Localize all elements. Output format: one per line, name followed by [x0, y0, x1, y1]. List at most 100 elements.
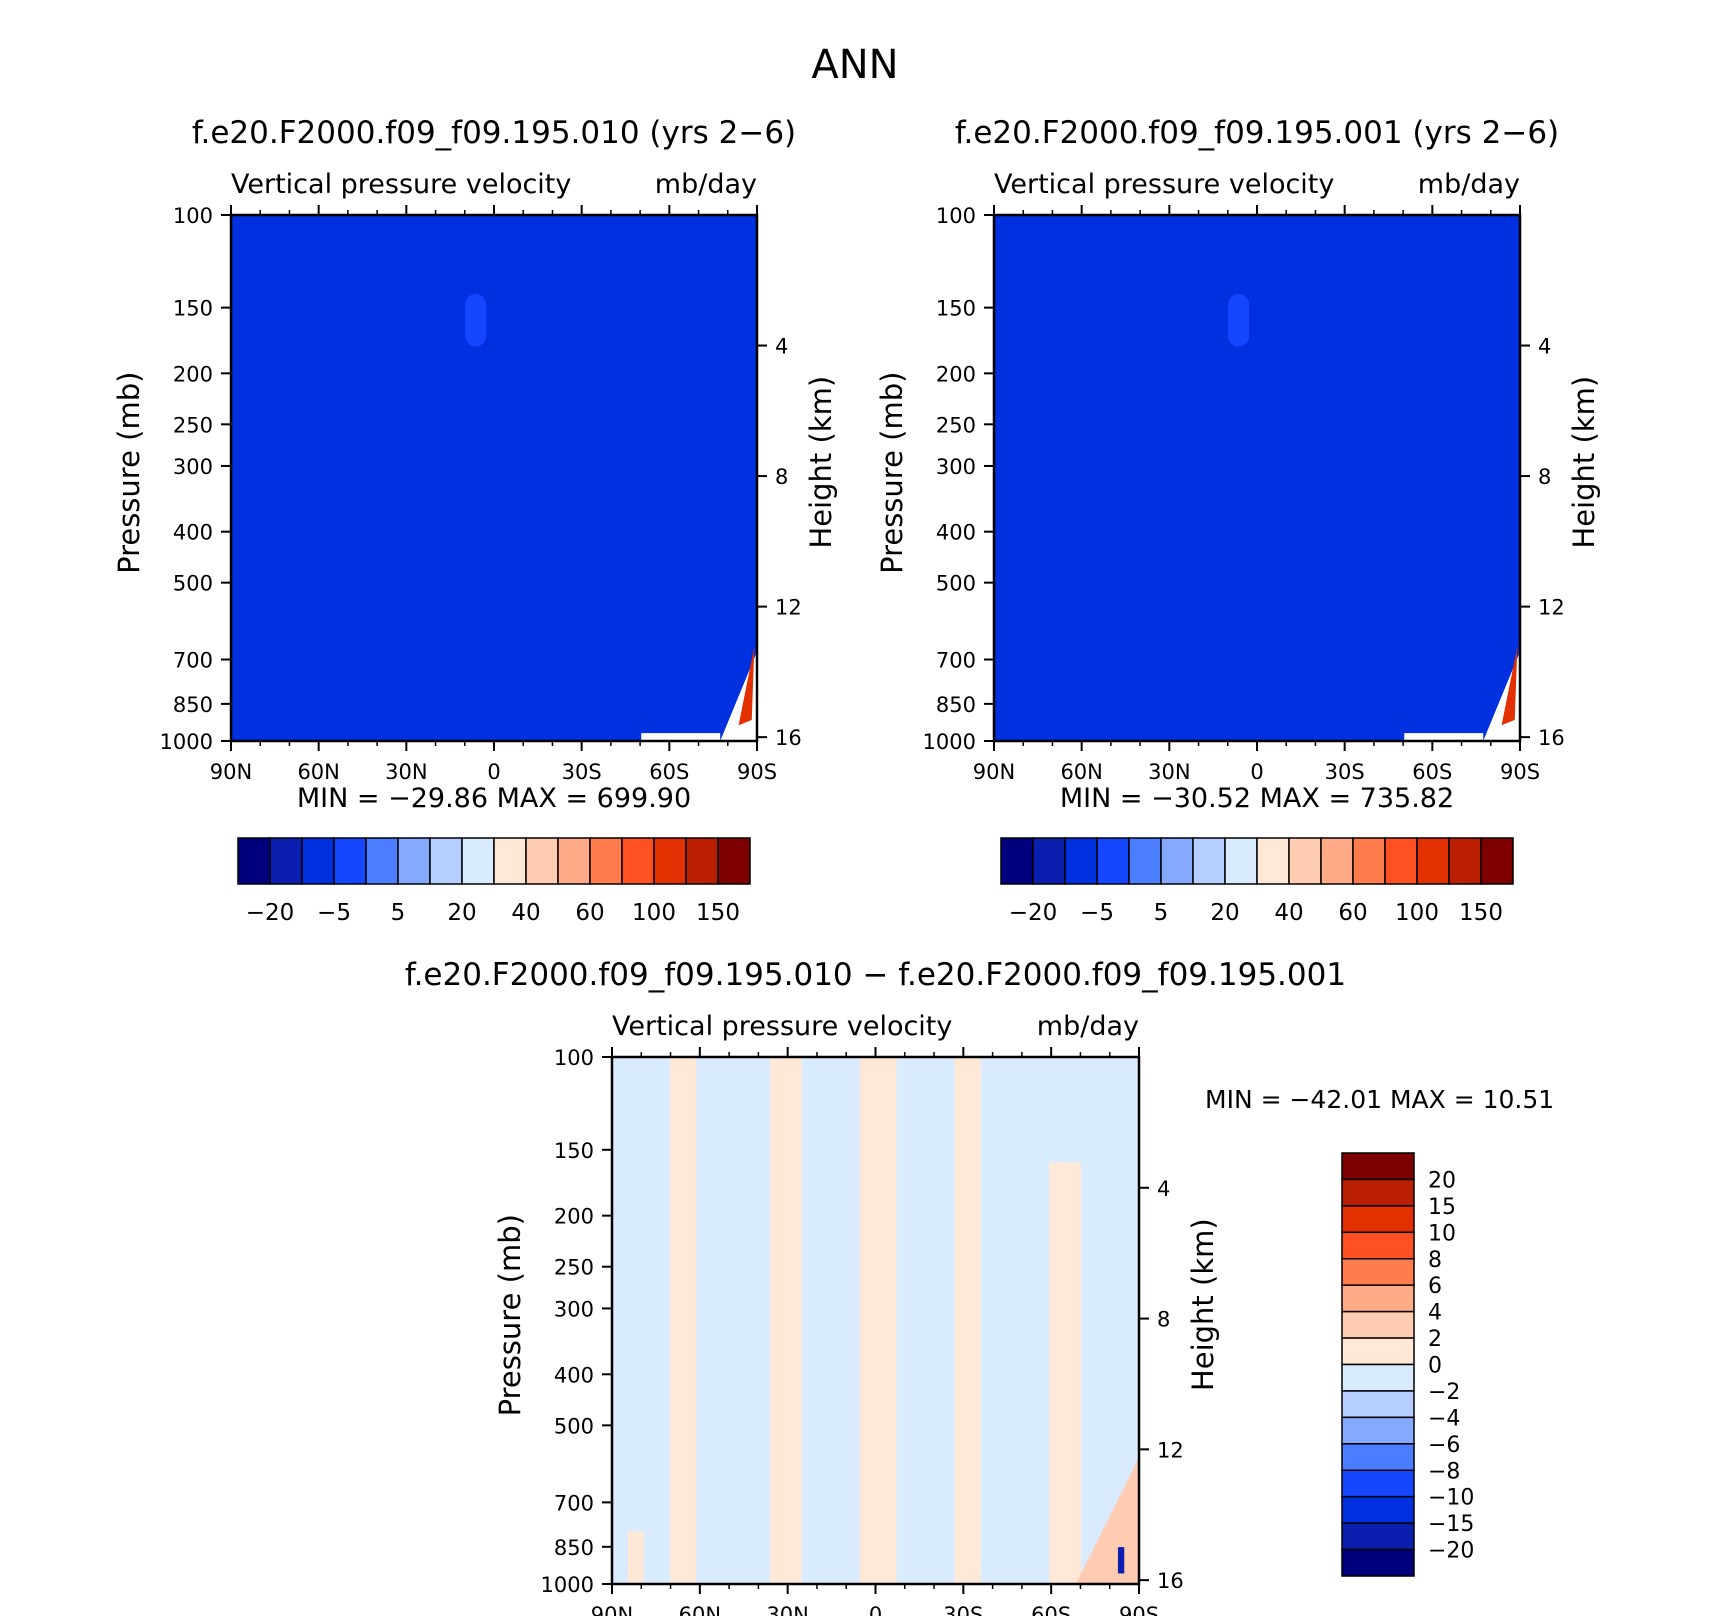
- colorbar-box: [1341, 1258, 1415, 1286]
- x-tick-label: 30N: [1148, 760, 1190, 784]
- y-tick-label: 200: [936, 362, 976, 386]
- contour-region: [669, 1057, 697, 1584]
- colorbar-box: [1341, 1284, 1415, 1313]
- y-tick-label: 250: [173, 413, 213, 437]
- y2-axis-label: Height (km): [804, 376, 838, 549]
- y-tick-label: 500: [936, 572, 976, 596]
- colorbar-box: [301, 837, 335, 885]
- colorbar-box: [1256, 837, 1290, 885]
- y-axis-label: Pressure (mb): [493, 1214, 527, 1416]
- colorbar-label: −5: [317, 900, 351, 926]
- y2-tick-label: 4: [1538, 335, 1551, 359]
- colorbar-box: [717, 837, 751, 885]
- colorbar-box: [1000, 837, 1034, 885]
- colorbar-box: [1341, 1178, 1415, 1207]
- colorbar-label: −2: [1428, 1380, 1460, 1405]
- x-tick-label: 0: [869, 1603, 882, 1616]
- y2-tick-label: 16: [775, 726, 802, 750]
- colorbar-label: −8: [1428, 1459, 1460, 1484]
- y-tick-label: 700: [173, 649, 213, 673]
- colorbar-box: [1064, 837, 1098, 885]
- y-tick-label: 300: [554, 1297, 594, 1321]
- colorbar-label: 100: [632, 900, 676, 926]
- x-tick-label: 0: [487, 760, 500, 784]
- colorbar-box: [1480, 837, 1514, 885]
- contour-base: [231, 215, 757, 741]
- colorbar-box: [1320, 837, 1354, 885]
- contour-base: [994, 215, 1520, 741]
- colorbar-box: [1341, 1363, 1415, 1392]
- colorbar-label: −15: [1428, 1512, 1474, 1537]
- y2-tick-label: 8: [775, 465, 788, 489]
- x-tick-label: 60S: [1031, 1603, 1071, 1616]
- colorbar-box: [493, 837, 527, 885]
- colorbar-label: 15: [1428, 1195, 1456, 1220]
- colorbar-box: [269, 837, 303, 885]
- y-tick-label: 1000: [923, 730, 976, 754]
- colorbar-box: [1032, 837, 1066, 885]
- y2-tick-label: 4: [1157, 1177, 1170, 1201]
- y-tick-label: 150: [554, 1139, 594, 1163]
- colorbar-box: [1341, 1416, 1415, 1445]
- panel-subtitle-variable: Vertical pressure velocity: [612, 1011, 952, 1042]
- min-max-stats: MIN = −42.01 MAX = 10.51: [1205, 1085, 1554, 1114]
- y2-tick-label: 12: [1538, 596, 1565, 620]
- colorbar-label: 0: [1428, 1354, 1442, 1379]
- colorbar-box: [1341, 1152, 1415, 1181]
- colorbar-box: [1341, 1495, 1415, 1524]
- colorbar-label: −6: [1428, 1433, 1460, 1458]
- x-tick-label: 60N: [679, 1603, 721, 1616]
- colorbar-box: [1384, 837, 1418, 885]
- y-tick-label: 400: [936, 521, 976, 545]
- panel-title: f.e20.F2000.f09_f09.195.010 − f.e20.F200…: [405, 957, 1346, 993]
- contour-region: [465, 293, 487, 347]
- y-tick-label: 100: [936, 204, 976, 228]
- colorbar-box: [1160, 837, 1194, 885]
- y-tick-label: 150: [173, 297, 213, 321]
- y-tick-label: 1000: [541, 1573, 594, 1597]
- colorbar-label: 2: [1428, 1327, 1442, 1352]
- missing-data-strip: [641, 733, 721, 741]
- panel-001: f.e20.F2000.f09_f09.195.001 (yrs 2−6) Ver…: [875, 115, 1601, 926]
- colorbar-box: [589, 837, 623, 885]
- colorbar-label: 60: [1338, 900, 1367, 926]
- colorbar-label: 150: [1459, 900, 1503, 926]
- colorbar-box: [685, 837, 719, 885]
- x-tick-label: 90S: [1119, 1603, 1159, 1616]
- colorbar-label: 40: [511, 900, 540, 926]
- panel-subtitle-variable: Vertical pressure velocity: [231, 169, 571, 200]
- contour-region-positive: [738, 646, 755, 726]
- colorbar-label: 20: [1210, 900, 1239, 926]
- y-tick-label: 100: [173, 204, 213, 228]
- colorbar-label: 6: [1428, 1274, 1442, 1299]
- colorbar-label: −10: [1428, 1486, 1474, 1511]
- contour-region-positive: [1501, 646, 1518, 726]
- contour-region: [954, 1057, 981, 1584]
- x-tick-label: 30N: [766, 1603, 808, 1616]
- x-tick-label: 90N: [973, 760, 1015, 784]
- y-tick-label: 300: [936, 455, 976, 479]
- x-tick-label: 0: [1250, 760, 1263, 784]
- contour-region: [770, 1057, 802, 1584]
- colorbar-box: [397, 837, 431, 885]
- x-tick-label: 30S: [1325, 760, 1365, 784]
- colorbar-box: [525, 837, 559, 885]
- contour-field: [231, 215, 757, 741]
- y-tick-label: 300: [173, 455, 213, 479]
- colorbar-label: 40: [1274, 900, 1303, 926]
- y2-axis-label: Height (km): [1186, 1218, 1220, 1391]
- y-tick-label: 250: [554, 1256, 594, 1280]
- y2-tick-label: 12: [775, 596, 802, 620]
- colorbar-label: −20: [1428, 1539, 1474, 1564]
- colorbar-box: [429, 837, 463, 885]
- x-tick-label: 60N: [1060, 760, 1102, 784]
- y-tick-label: 250: [936, 413, 976, 437]
- colorbar-box: [1341, 1231, 1415, 1260]
- colorbar-box: [1096, 837, 1130, 885]
- colorbar-label: 5: [391, 900, 406, 926]
- colorbar-box: [1448, 837, 1482, 885]
- colorbar-label: 20: [447, 900, 476, 926]
- contour-region: [1049, 1162, 1082, 1584]
- colorbar-box: [621, 837, 655, 885]
- contour-region: [1228, 293, 1250, 347]
